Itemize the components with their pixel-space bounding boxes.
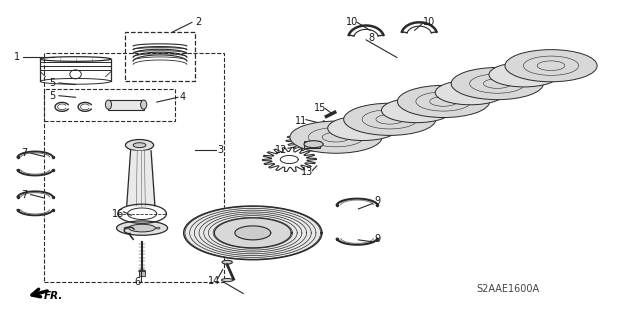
Text: 8: 8 xyxy=(368,33,374,43)
Polygon shape xyxy=(235,226,271,240)
Ellipse shape xyxy=(290,121,382,153)
Text: 2: 2 xyxy=(195,17,202,27)
Polygon shape xyxy=(184,206,322,260)
Text: S2AAE1600A: S2AAE1600A xyxy=(477,284,540,294)
Ellipse shape xyxy=(435,80,506,105)
Text: 11: 11 xyxy=(294,116,307,126)
Text: 12: 12 xyxy=(275,145,288,155)
Ellipse shape xyxy=(328,116,398,140)
Ellipse shape xyxy=(304,141,323,148)
Ellipse shape xyxy=(124,227,128,229)
Text: 16: 16 xyxy=(112,209,125,219)
Text: 5: 5 xyxy=(49,78,56,88)
Text: 10: 10 xyxy=(422,17,435,27)
Ellipse shape xyxy=(156,227,160,229)
Ellipse shape xyxy=(489,62,559,87)
Ellipse shape xyxy=(505,50,597,82)
Text: 1: 1 xyxy=(13,52,20,63)
Text: 7: 7 xyxy=(21,148,28,158)
Text: 5: 5 xyxy=(49,91,56,101)
FancyBboxPatch shape xyxy=(109,100,144,110)
Text: 13: 13 xyxy=(301,167,314,177)
Ellipse shape xyxy=(125,139,154,151)
Ellipse shape xyxy=(141,100,147,109)
Bar xyxy=(139,271,145,276)
Ellipse shape xyxy=(451,68,543,100)
Ellipse shape xyxy=(129,224,156,232)
Ellipse shape xyxy=(133,143,146,148)
Text: 7: 7 xyxy=(21,189,28,200)
Ellipse shape xyxy=(116,221,168,235)
FancyBboxPatch shape xyxy=(304,141,320,148)
Ellipse shape xyxy=(106,100,111,109)
Text: 4: 4 xyxy=(179,92,186,102)
Text: 9: 9 xyxy=(374,234,381,244)
Ellipse shape xyxy=(397,85,490,117)
Ellipse shape xyxy=(221,278,233,282)
Polygon shape xyxy=(214,218,291,248)
Ellipse shape xyxy=(222,260,232,264)
Text: 15: 15 xyxy=(314,103,326,114)
Text: 10: 10 xyxy=(346,17,358,27)
Text: 3: 3 xyxy=(218,145,224,155)
Ellipse shape xyxy=(139,270,145,272)
Ellipse shape xyxy=(381,98,452,123)
Ellipse shape xyxy=(344,103,436,135)
Text: FR.: FR. xyxy=(44,291,63,301)
Text: 14: 14 xyxy=(208,276,221,286)
Text: 9: 9 xyxy=(374,196,381,206)
Text: 6: 6 xyxy=(134,277,141,287)
